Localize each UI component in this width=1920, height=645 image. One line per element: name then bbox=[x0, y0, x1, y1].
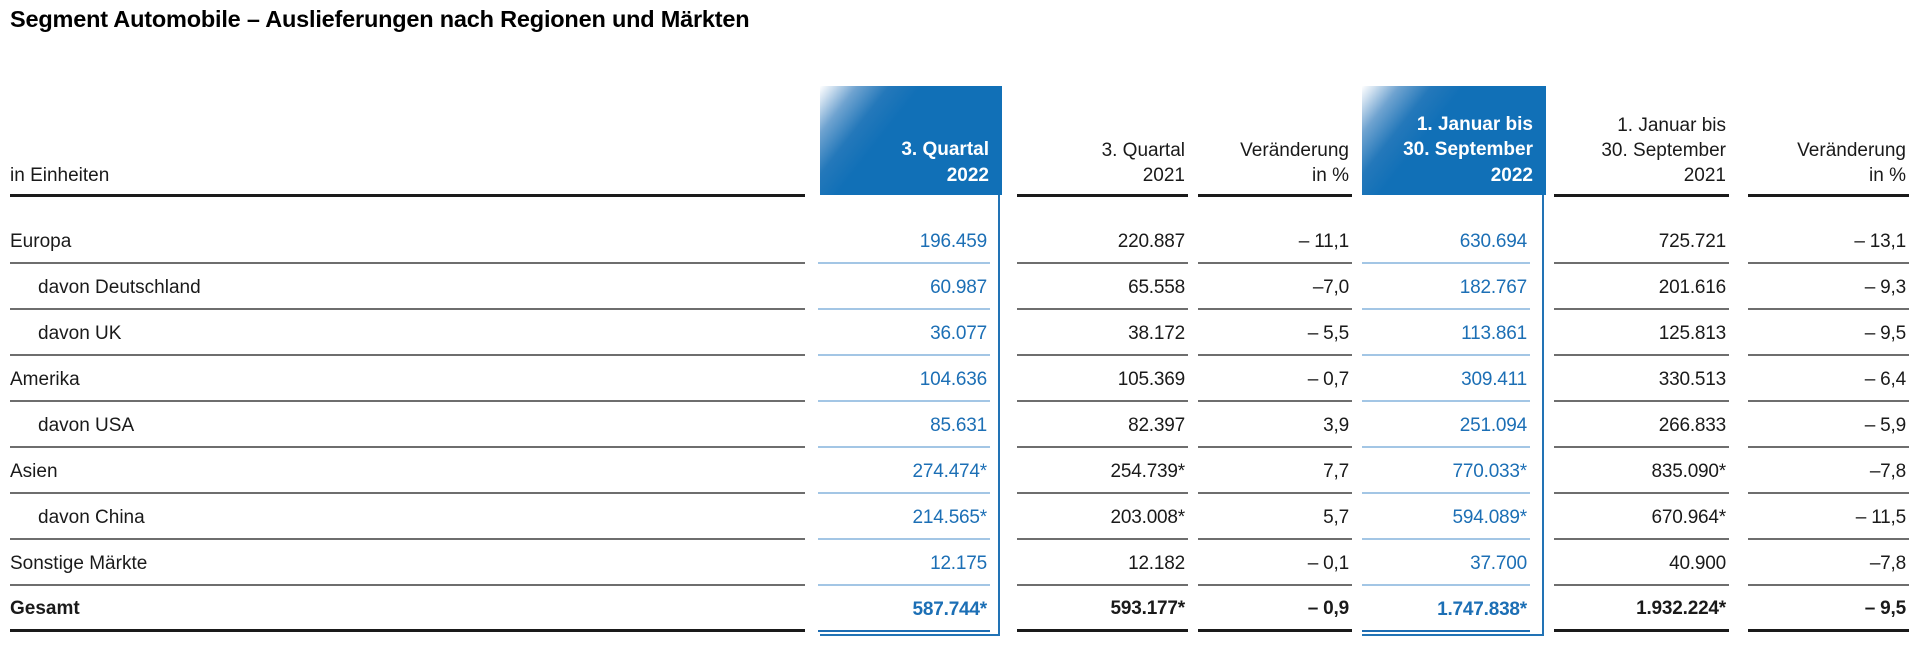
table-rows: Europa 196.459 220.887– 11,1 630.694 725.721… bbox=[0, 200, 1920, 632]
cell-q3-2021: 220.887 bbox=[1017, 200, 1188, 264]
cell-ytd-2021: 40.900 bbox=[1554, 540, 1729, 586]
cell-q3-2022: 60.987 bbox=[818, 264, 990, 310]
cell-ytd-2021: 201.616 bbox=[1554, 264, 1729, 310]
highlight-column-frame-q3-2022 bbox=[820, 195, 1000, 636]
cell-ytd-2022: 251.094 bbox=[1362, 402, 1530, 448]
cell-ytd-2022: 770.033* bbox=[1362, 448, 1530, 494]
row-label: Amerika bbox=[10, 356, 805, 402]
cell-q3-2021: 65.558 bbox=[1017, 264, 1188, 310]
row-label: Gesamt bbox=[10, 586, 805, 632]
page-title: Segment Automobile – Auslieferungen nach… bbox=[10, 6, 750, 32]
col-header-line: 3. Quartal bbox=[1101, 140, 1185, 161]
col-header-line: 2022 bbox=[946, 164, 989, 186]
cell-chg-ytd: – 5,9 bbox=[1748, 402, 1909, 448]
col-header-line: 2021 bbox=[1683, 165, 1726, 186]
col-header-change-ytd: Veränderung in % bbox=[1748, 86, 1909, 197]
table-row: Asien 274.474* 254.739* 7,7 770.033* 835.090*… bbox=[0, 448, 1920, 494]
cell-chg-ytd: –7,8 bbox=[1748, 540, 1909, 586]
cell-ytd-2022: 182.767 bbox=[1362, 264, 1530, 310]
highlight-column-frame-ytd-2022 bbox=[1362, 195, 1544, 636]
row-label: davon UK bbox=[10, 310, 805, 356]
col-header-line: 2022 bbox=[1490, 164, 1533, 186]
cell-q3-2022: 104.636 bbox=[818, 356, 990, 402]
cell-q3-2021: 593.177* bbox=[1017, 586, 1188, 632]
table-row: davon China 214.565* 203.008* 5,7 594.089* 67… bbox=[0, 494, 1920, 540]
cell-ytd-2021: 125.813 bbox=[1554, 310, 1729, 356]
unit-header: in Einheiten bbox=[10, 86, 805, 197]
table-row: davon UK 36.077 38.172– 5,5 113.861 125.813–… bbox=[0, 310, 1920, 356]
table-row: davon USA 85.631 82.397 3,9 251.094 266.833 – … bbox=[0, 402, 1920, 448]
row-label: Asien bbox=[10, 448, 805, 494]
col-header-ytd-2021: 1. Januar bis 30. September 2021 bbox=[1554, 86, 1729, 197]
cell-q3-2021: 38.172 bbox=[1017, 310, 1188, 356]
cell-q3-2022: 36.077 bbox=[818, 310, 990, 356]
col-header-q3-2022: 3. Quartal 2022 bbox=[820, 86, 1002, 195]
table-row: Gesamt 587.744* 593.177* – 0,9 1.747.838* 1.9… bbox=[0, 586, 1920, 632]
col-header-line: 2021 bbox=[1142, 165, 1185, 186]
cell-chg-q3: – 5,5 bbox=[1198, 310, 1352, 356]
cell-ytd-2021: 266.833 bbox=[1554, 402, 1729, 448]
cell-chg-q3: 5,7 bbox=[1198, 494, 1352, 540]
cell-chg-q3: – 0,7 bbox=[1198, 356, 1352, 402]
cell-chg-ytd: – 9,3 bbox=[1748, 264, 1909, 310]
col-header-line: 30. September bbox=[1601, 140, 1726, 161]
cell-chg-ytd: – 9,5 bbox=[1748, 586, 1909, 632]
cell-ytd-2021: 670.964* bbox=[1554, 494, 1729, 540]
row-label: Europa bbox=[10, 200, 805, 264]
col-header-line: Veränderung bbox=[1240, 140, 1349, 161]
cell-q3-2022: 587.744* bbox=[818, 586, 990, 632]
cell-q3-2021: 105.369 bbox=[1017, 356, 1188, 402]
col-header-line: 3. Quartal bbox=[901, 139, 989, 160]
cell-ytd-2022: 1.747.838* bbox=[1362, 586, 1530, 632]
col-header-ytd-2022: 1. Januar bis 30. September 2022 bbox=[1362, 86, 1546, 195]
cell-ytd-2022: 113.861 bbox=[1362, 310, 1530, 356]
cell-ytd-2021: 330.513 bbox=[1554, 356, 1729, 402]
col-header-line: 1. Januar bis bbox=[1617, 115, 1726, 136]
cell-q3-2022: 274.474* bbox=[818, 448, 990, 494]
cell-chg-q3: – 0,9 bbox=[1198, 586, 1352, 632]
cell-ytd-2022: 594.089* bbox=[1362, 494, 1530, 540]
cell-q3-2021: 12.182 bbox=[1017, 540, 1188, 586]
col-header-line: 1. Januar bis bbox=[1416, 113, 1533, 135]
col-header-line: 30. September bbox=[1403, 139, 1533, 160]
cell-chg-q3: 3,9 bbox=[1198, 402, 1352, 448]
table-row: Europa 196.459 220.887– 11,1 630.694 725.721… bbox=[0, 200, 1920, 264]
cell-chg-ytd: – 11,5 bbox=[1748, 494, 1909, 540]
col-header-q3-2021: 3. Quartal 2021 bbox=[1017, 86, 1188, 197]
cell-q3-2021: 82.397 bbox=[1017, 402, 1188, 448]
cell-q3-2021: 254.739* bbox=[1017, 448, 1188, 494]
row-label: davon Deutschland bbox=[10, 264, 805, 310]
cell-chg-q3: 7,7 bbox=[1198, 448, 1352, 494]
cell-ytd-2022: 630.694 bbox=[1362, 200, 1530, 264]
col-header-change-q3: Veränderung in % bbox=[1198, 86, 1352, 197]
col-header-line: in % bbox=[1312, 165, 1349, 186]
row-label: Sonstige Märkte bbox=[10, 540, 805, 586]
cell-chg-ytd: –7,8 bbox=[1748, 448, 1909, 494]
col-header-line: Veränderung bbox=[1797, 140, 1906, 161]
table-row: Sonstige Märkte 12.175 12.182– 0,1 37.700 40… bbox=[0, 540, 1920, 586]
cell-chg-q3: – 11,1 bbox=[1198, 200, 1352, 264]
cell-chg-q3: – 0,1 bbox=[1198, 540, 1352, 586]
cell-q3-2021: 203.008* bbox=[1017, 494, 1188, 540]
table-row: Amerika 104.636 105.369– 0,7 309.411 330.513… bbox=[0, 356, 1920, 402]
cell-q3-2022: 85.631 bbox=[818, 402, 990, 448]
cell-q3-2022: 12.175 bbox=[818, 540, 990, 586]
cell-chg-ytd: – 6,4 bbox=[1748, 356, 1909, 402]
unit-label: in Einheiten bbox=[10, 165, 110, 186]
row-label: davon China bbox=[10, 494, 805, 540]
row-label: davon USA bbox=[10, 402, 805, 448]
cell-q3-2022: 196.459 bbox=[818, 200, 990, 264]
table-row: davon Deutschland 60.987 65.558 –7,0 182.767… bbox=[0, 264, 1920, 310]
cell-chg-ytd: – 9,5 bbox=[1748, 310, 1909, 356]
cell-ytd-2022: 37.700 bbox=[1362, 540, 1530, 586]
col-header-line: in % bbox=[1869, 165, 1906, 186]
cell-ytd-2021: 725.721 bbox=[1554, 200, 1729, 264]
cell-ytd-2021: 1.932.224* bbox=[1554, 586, 1729, 632]
cell-q3-2022: 214.565* bbox=[818, 494, 990, 540]
cell-ytd-2021: 835.090* bbox=[1554, 448, 1729, 494]
cell-chg-ytd: – 13,1 bbox=[1748, 200, 1909, 264]
cell-ytd-2022: 309.411 bbox=[1362, 356, 1530, 402]
cell-chg-q3: –7,0 bbox=[1198, 264, 1352, 310]
